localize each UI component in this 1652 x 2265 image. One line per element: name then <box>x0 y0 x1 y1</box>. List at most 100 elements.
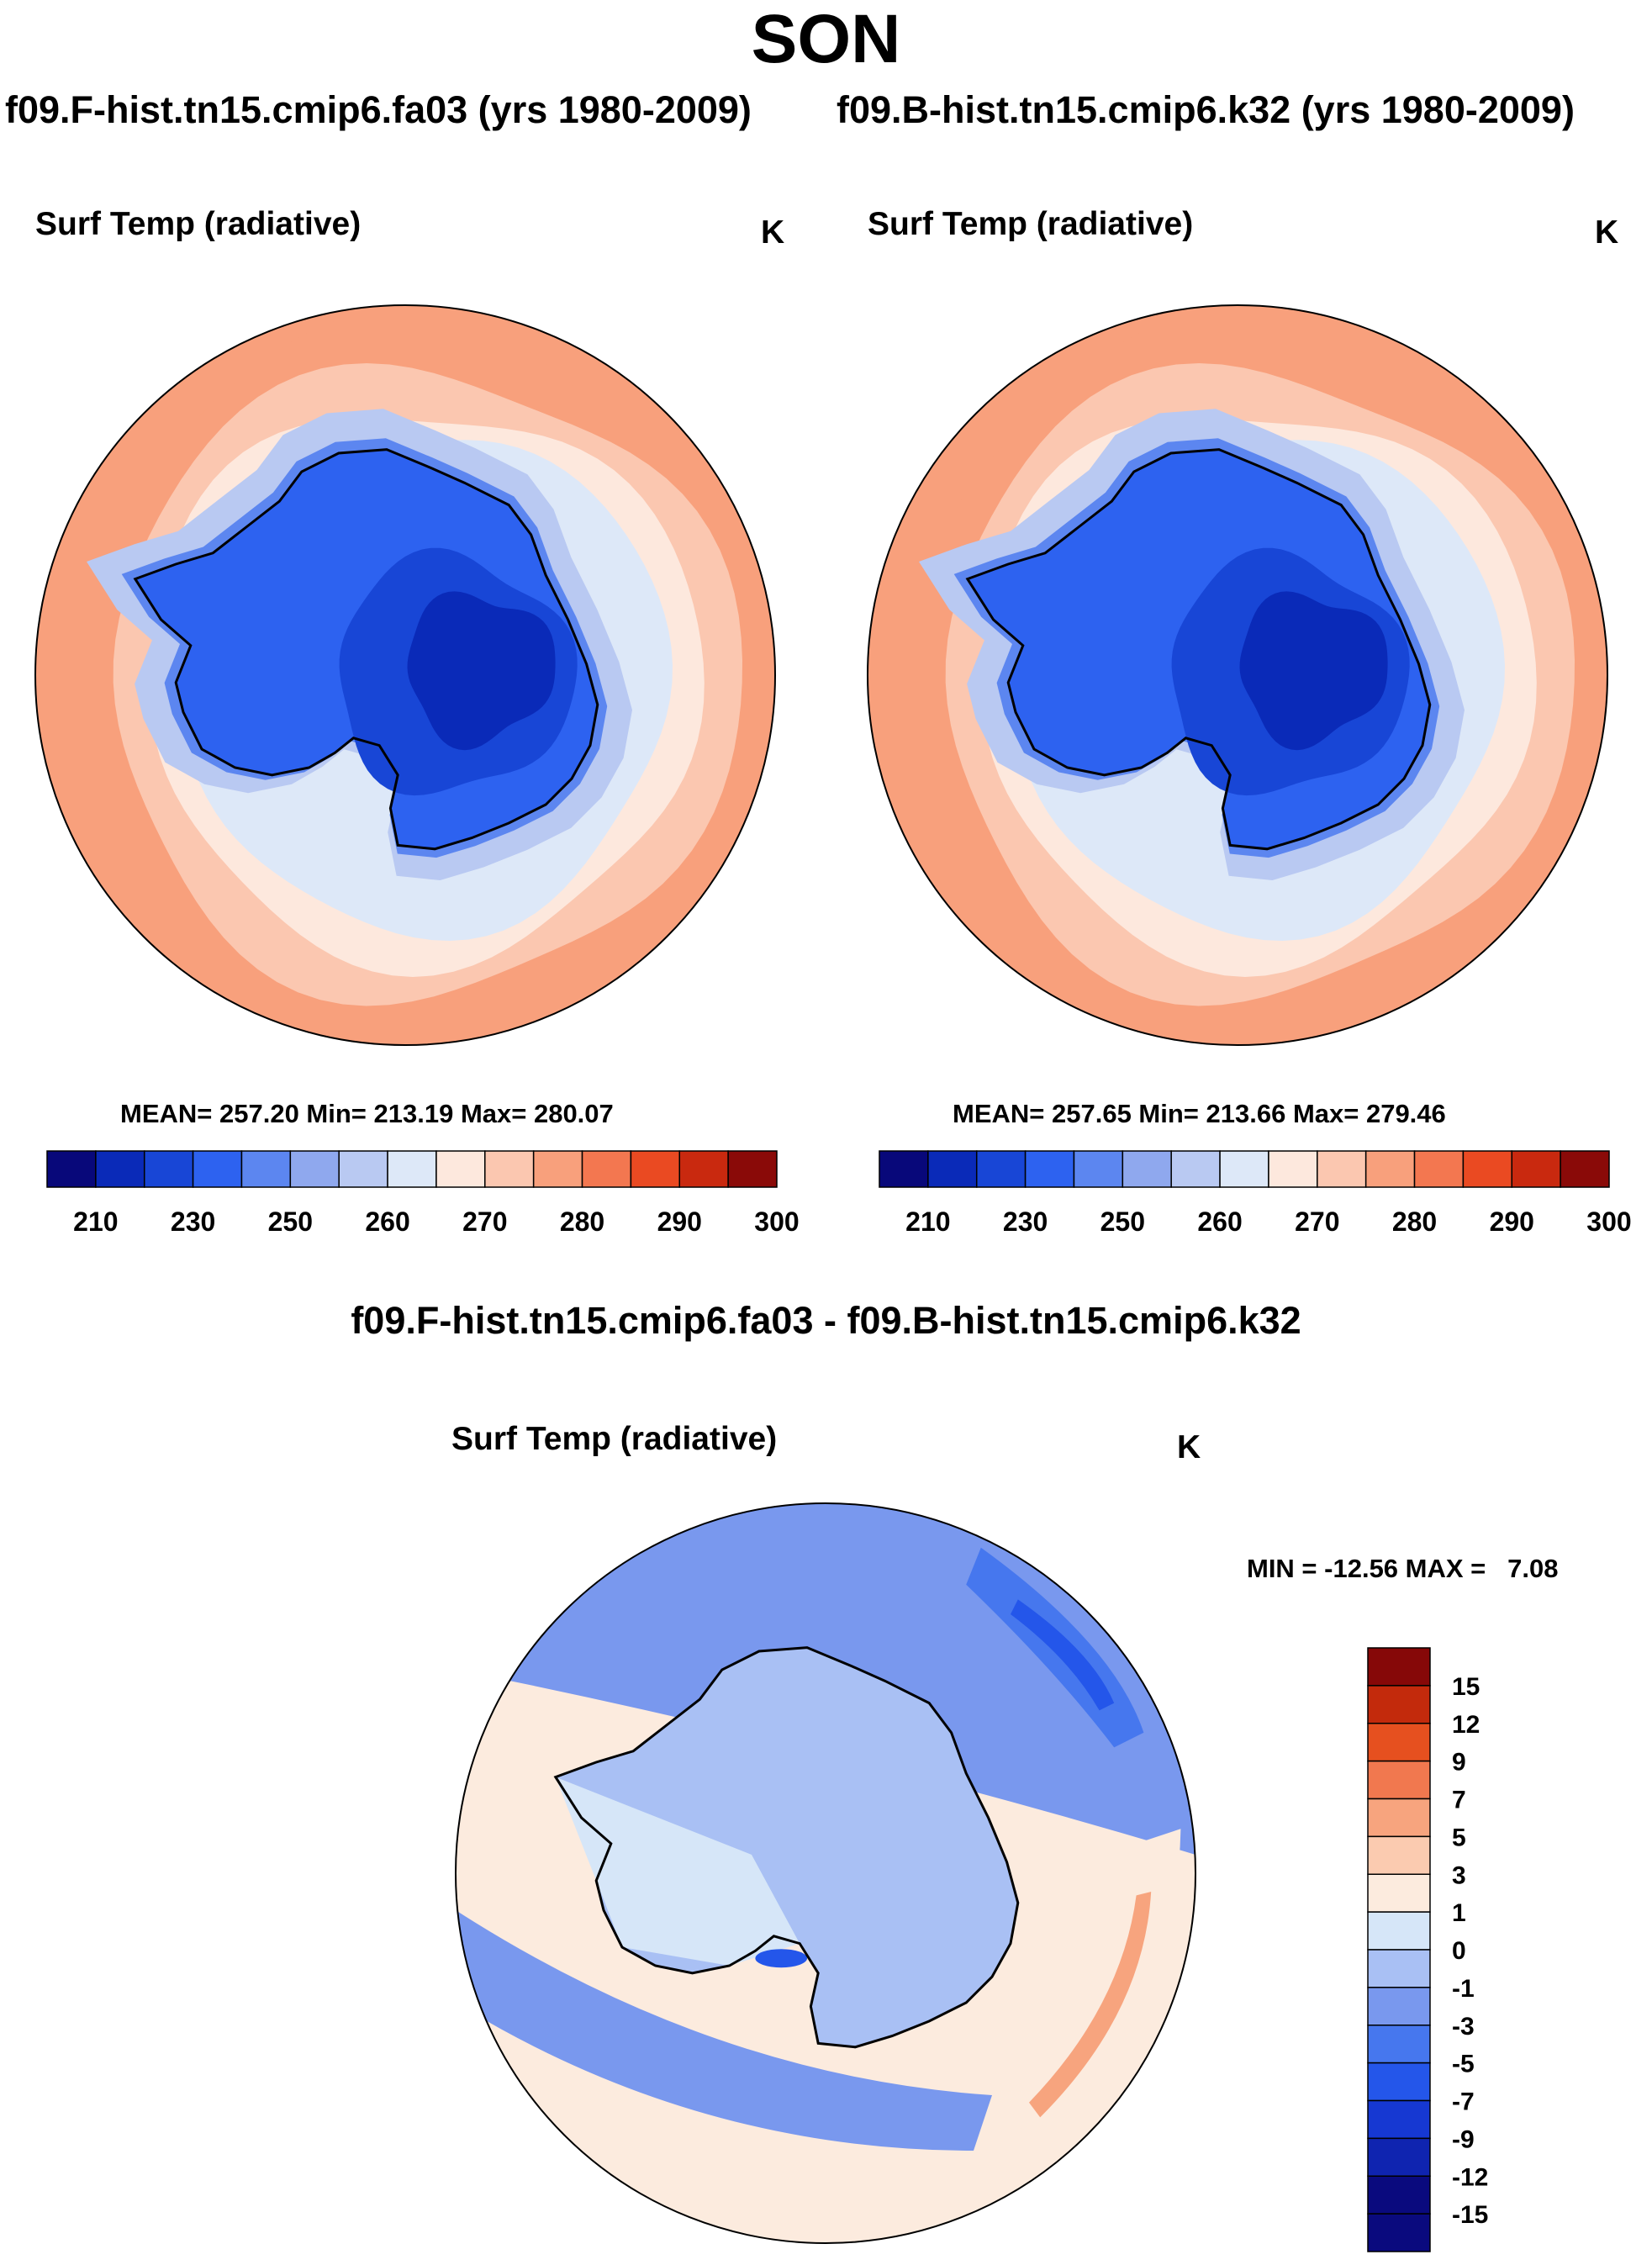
diff-colorbar-tick-label: 9 <box>1452 1749 1466 1777</box>
right-colorbar-swatch <box>1413 1150 1465 1188</box>
diff-colorbar-tick-label: 3 <box>1452 1861 1466 1889</box>
right-colorbar-swatch <box>1268 1150 1318 1188</box>
right-colorbar-tick-label: 230 <box>1003 1206 1048 1237</box>
diff-colorbar-swatch <box>1367 2025 1431 2064</box>
right-colorbar-tick-label: 300 <box>1586 1206 1631 1237</box>
right-colorbar-swatch <box>927 1150 978 1188</box>
diff-colorbar-swatch <box>1367 1873 1431 1913</box>
left-colorbar-swatch <box>95 1150 145 1188</box>
left-colorbar-swatch <box>581 1150 632 1188</box>
diff-ross-sea <box>755 1949 807 1968</box>
left-stats: MEAN= 257.20 Min= 213.19 Max= 280.07 <box>120 1099 614 1128</box>
left-colorbar: 210 230 250 260 270 280 290 300 <box>46 1150 800 1237</box>
right-colorbar-swatch <box>1122 1150 1172 1188</box>
right-plateau <box>1239 591 1388 751</box>
diff-colorbar-swatch <box>1367 2213 1431 2252</box>
left-colorbar-swatch <box>240 1150 292 1188</box>
left-colorbar-tick-label: 210 <box>73 1206 118 1237</box>
left-colorbar-tick-label: 260 <box>365 1206 409 1237</box>
diff-colorbar-swatch <box>1367 1647 1431 1687</box>
right-colorbar-swatch <box>879 1150 929 1188</box>
diff-colorbar-swatch <box>1367 1949 1431 1988</box>
right-coastline <box>965 448 1432 851</box>
left-colorbar-swatch <box>484 1150 535 1188</box>
left-map-border <box>34 304 776 1046</box>
diff-colorbar-tick-label: -12 <box>1452 2163 1488 2191</box>
diff-colorbar-tick-label: 0 <box>1452 1937 1466 1965</box>
left-colorbar-swatch <box>727 1150 778 1188</box>
left-colorbar-swatch <box>289 1150 340 1188</box>
diff-colorbar-swatch <box>1367 2099 1431 2140</box>
left-colorbar-tick-label: 280 <box>560 1206 604 1237</box>
diff-colorbar-tick-label: 1 <box>1452 1899 1466 1927</box>
right-map-border <box>867 304 1608 1046</box>
diff-west-antarctica <box>555 1777 800 1966</box>
left-colorbar-swatch <box>678 1150 729 1188</box>
diff-colorbar-tick-label: 12 <box>1452 1711 1480 1739</box>
left-colorbar-swatch <box>532 1150 583 1188</box>
right-map <box>867 304 1608 1046</box>
diff-south-cool-band <box>456 1910 992 2151</box>
left-colorbar-tick-label: 270 <box>462 1206 507 1237</box>
right-colorbar-tick-label: 270 <box>1295 1206 1339 1237</box>
diff-colorbar-tick-label: -3 <box>1452 2013 1475 2041</box>
left-colorbar-tick-label: 230 <box>171 1206 215 1237</box>
right-colorbar-swatch <box>1511 1150 1561 1188</box>
diff-colorbar-tick-label: -7 <box>1452 2088 1475 2116</box>
diff-colorbar-swatch <box>1367 1911 1431 1951</box>
diff-colorbar-tick-label: 15 <box>1452 1673 1480 1701</box>
right-colorbar: 210 230 250 260 270 280 290 300 <box>879 1150 1632 1237</box>
diff-map <box>455 1502 1196 2244</box>
right-colorbar-swatch <box>1560 1150 1610 1188</box>
right-colorbar-swatch <box>1462 1150 1513 1188</box>
left-colorbar-swatch <box>387 1150 437 1188</box>
left-plateau <box>407 591 556 751</box>
left-colorbar-swatch <box>192 1150 243 1188</box>
left-colorbar-swatch <box>143 1150 194 1188</box>
left-colorbar-swatch <box>435 1150 486 1188</box>
right-colorbar-tick-label: 260 <box>1197 1206 1242 1237</box>
right-colorbar-swatch <box>1364 1150 1416 1188</box>
diff-colorbar: 15 12 9 7 5 3 1 0 -1 -3 -5 -7 -9 -12 -15 <box>1367 1647 1488 2252</box>
diff-colorbar-swatch <box>1367 2175 1431 2215</box>
right-colorbar-swatch <box>1170 1150 1221 1188</box>
diff-colorbar-tick-label: -9 <box>1452 2125 1475 2153</box>
figure-title: SON <box>751 1 901 77</box>
right-units-label: K <box>1595 214 1619 251</box>
diff-colorbar-swatch <box>1367 1685 1431 1724</box>
diff-case-title: f09.F-hist.tn15.cmip6.fa03 - f09.B-hist.… <box>351 1299 1301 1342</box>
diff-colorbar-swatch <box>1367 1723 1431 1762</box>
diff-map-border <box>455 1502 1196 2244</box>
diff-stats: MIN = -12.56 MAX = 7.08 <box>1247 1554 1559 1583</box>
right-colorbar-swatch <box>1317 1150 1367 1188</box>
right-case-title: f09.B-hist.tn15.cmip6.k32 (yrs 1980-2009… <box>837 88 1575 131</box>
diff-colorbar-swatch <box>1367 1987 1431 2026</box>
left-colorbar-tick-label: 290 <box>657 1206 702 1237</box>
diff-coastline <box>553 1646 1020 2049</box>
diff-cold-band-core <box>1011 1599 1115 1711</box>
left-colorbar-tick-label: 300 <box>754 1206 799 1237</box>
left-colorbar-swatch <box>630 1150 681 1188</box>
diff-colorbar-swatch <box>1367 1798 1431 1838</box>
left-units-label: K <box>761 214 785 251</box>
right-colorbar-swatch <box>1073 1150 1124 1188</box>
diff-colorbar-swatch <box>1367 2137 1431 2177</box>
diff-warm-band-core <box>1029 1892 1152 2118</box>
right-colorbar-tick-label: 280 <box>1392 1206 1437 1237</box>
right-colorbar-tick-label: 210 <box>905 1206 950 1237</box>
diff-panel-title: Surf Temp (radiative) <box>451 1421 778 1457</box>
diff-colorbar-tick-label: 5 <box>1452 1824 1466 1851</box>
right-panel-title: Surf Temp (radiative) <box>868 206 1194 242</box>
diff-colorbar-swatch <box>1367 1760 1431 1800</box>
left-case-title: f09.F-hist.tn15.cmip6.fa03 (yrs 1980-200… <box>5 88 752 131</box>
diff-colorbar-swatch <box>1367 2062 1431 2102</box>
diff-colorbar-tick-label: -15 <box>1452 2201 1488 2229</box>
left-colorbar-swatch <box>338 1150 388 1188</box>
right-colorbar-swatch <box>1219 1150 1269 1188</box>
right-colorbar-swatch <box>975 1150 1027 1188</box>
diff-colorbar-tick-label: 7 <box>1452 1787 1466 1814</box>
left-coastline <box>133 448 599 851</box>
diff-colorbar-tick-label: -1 <box>1452 1975 1475 2003</box>
